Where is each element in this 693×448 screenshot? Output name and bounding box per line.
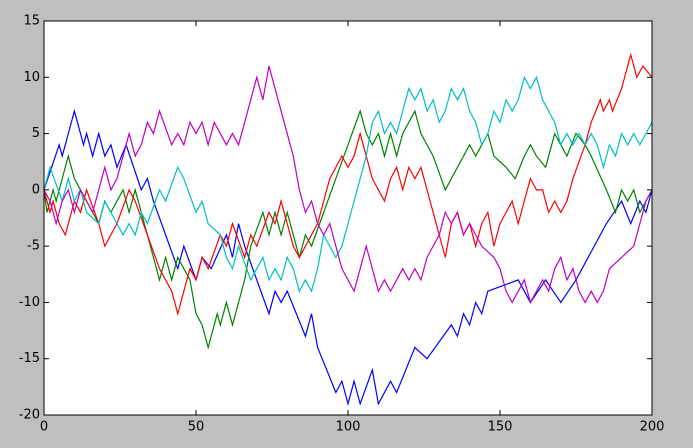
data-line xyxy=(43,108,653,407)
y-tick-label: 10 xyxy=(23,70,40,85)
data-line xyxy=(43,75,653,293)
x-tick-label: 200 xyxy=(640,420,665,435)
data-line xyxy=(43,65,653,305)
y-tick-label: 5 xyxy=(32,126,40,141)
plot-area xyxy=(44,21,652,415)
y-tick-label: 0 xyxy=(32,182,40,197)
y-tick-label: -5 xyxy=(27,239,40,254)
y-tick-label: -20 xyxy=(19,408,40,423)
y-tick-label: -15 xyxy=(19,351,40,366)
y-tick-label: -10 xyxy=(19,295,40,310)
x-tick-label: 0 xyxy=(40,420,48,435)
data-line xyxy=(43,109,653,350)
x-tick-label: 150 xyxy=(488,420,513,435)
x-tick-label: 50 xyxy=(188,420,205,435)
x-tick-label: 100 xyxy=(336,420,361,435)
data-line xyxy=(43,52,653,316)
y-tick-label: 15 xyxy=(23,14,40,29)
